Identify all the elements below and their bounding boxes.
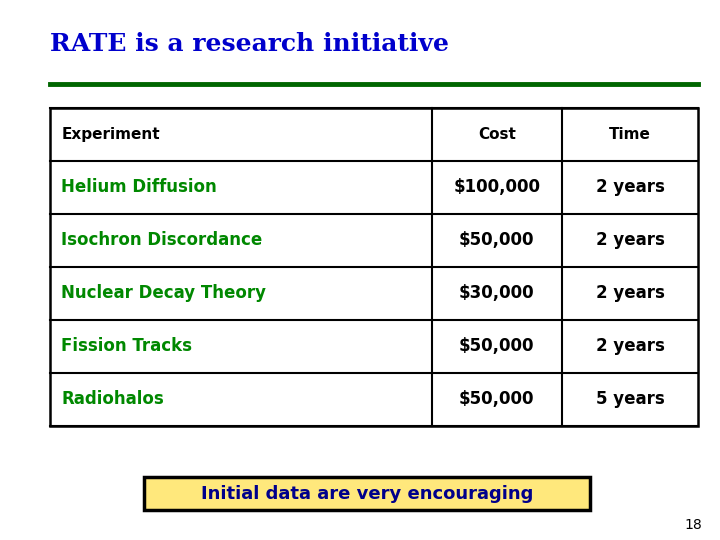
Text: Radiohalos: Radiohalos bbox=[61, 390, 164, 408]
Text: $50,000: $50,000 bbox=[459, 231, 534, 249]
Text: Fission Tracks: Fission Tracks bbox=[61, 337, 192, 355]
Text: 5 years: 5 years bbox=[595, 390, 665, 408]
Text: Initial data are very encouraging: Initial data are very encouraging bbox=[201, 484, 534, 503]
Text: $100,000: $100,000 bbox=[454, 178, 540, 197]
Text: 2 years: 2 years bbox=[595, 284, 665, 302]
Text: 18: 18 bbox=[684, 518, 702, 532]
Text: RATE is a research initiative: RATE is a research initiative bbox=[50, 32, 449, 56]
Text: Cost: Cost bbox=[478, 127, 516, 142]
Bar bbox=[144, 477, 590, 510]
Text: 2 years: 2 years bbox=[595, 231, 665, 249]
Bar bbox=[50, 108, 698, 426]
Text: $50,000: $50,000 bbox=[459, 337, 534, 355]
Text: Isochron Discordance: Isochron Discordance bbox=[61, 231, 263, 249]
Text: 2 years: 2 years bbox=[595, 337, 665, 355]
Text: $50,000: $50,000 bbox=[459, 390, 534, 408]
Text: 2 years: 2 years bbox=[595, 178, 665, 197]
Text: Experiment: Experiment bbox=[61, 127, 160, 142]
Text: Time: Time bbox=[609, 127, 651, 142]
Text: Nuclear Decay Theory: Nuclear Decay Theory bbox=[61, 284, 266, 302]
Text: Helium Diffusion: Helium Diffusion bbox=[61, 178, 217, 197]
Text: $30,000: $30,000 bbox=[459, 284, 535, 302]
